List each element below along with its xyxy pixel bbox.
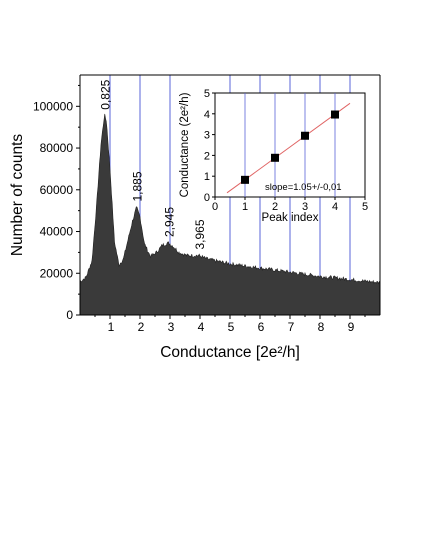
inset-y-tick-label-5: 5 bbox=[204, 88, 210, 100]
x-tick-label-3: 4 bbox=[198, 320, 205, 334]
peak-label-3: 2,945 bbox=[162, 207, 176, 237]
inset-point-3 bbox=[301, 131, 309, 140]
inset-chart: 0 1 2 3 4 5 0 1 2 3 4 5 slope=1.05+/-0,01 Peak inde… bbox=[179, 88, 368, 224]
main-ticks: 0 20000 40000 60000 80000 100000 1 2 3 4 5 6 7 8 9 bbox=[33, 84, 366, 334]
y-axis-label: Number of counts bbox=[9, 134, 26, 257]
inset-x-axis-label: Peak index bbox=[262, 212, 319, 224]
x-axis-label: Conductance [2e²/h] bbox=[160, 344, 300, 361]
y-tick-label-2: 40000 bbox=[40, 225, 74, 239]
inset-x-tick-label-4: 4 bbox=[332, 201, 338, 213]
x-tick-label-2: 3 bbox=[168, 320, 175, 334]
peak-labels: 0,825 1,885 2,945 3,965 bbox=[99, 79, 207, 249]
inset-points bbox=[241, 110, 339, 184]
y-tick-label-0: 0 bbox=[66, 308, 73, 322]
inset-y-tick-label-4: 4 bbox=[204, 109, 210, 121]
inset-ticks: 0 1 2 3 4 5 0 1 2 3 4 5 bbox=[204, 88, 368, 213]
inset-x-tick-label-2: 2 bbox=[272, 201, 278, 213]
inset-y-tick-label-2: 2 bbox=[204, 150, 210, 162]
histogram-area bbox=[79, 113, 381, 316]
peak-label-4: 3,965 bbox=[193, 219, 207, 249]
x-tick-label-0: 1 bbox=[108, 320, 115, 334]
peak-label-2: 1,885 bbox=[131, 171, 145, 201]
inset-x-tick-label-1: 1 bbox=[242, 201, 248, 213]
slope-annotation: slope=1.05+/-0,01 bbox=[265, 182, 342, 193]
x-tick-label-8: 9 bbox=[348, 320, 355, 334]
x-tick-label-7: 8 bbox=[318, 320, 325, 334]
main-chart: 0 20000 40000 60000 80000 100000 1 2 3 4 5 6 7 8 9 0,8… bbox=[9, 74, 381, 361]
x-tick-label-6: 7 bbox=[288, 320, 295, 334]
inset-point-1 bbox=[241, 175, 249, 184]
inset-reference-lines bbox=[244, 93, 336, 197]
x-tick-label-5: 6 bbox=[258, 320, 265, 334]
y-tick-label-5: 100000 bbox=[33, 99, 73, 113]
inset-x-tick-label-0: 0 bbox=[212, 201, 218, 213]
inset-y-tick-label-3: 3 bbox=[204, 130, 210, 142]
y-tick-label-1: 20000 bbox=[40, 266, 74, 280]
inset-point-4 bbox=[331, 110, 339, 119]
inset-x-tick-label-5: 5 bbox=[362, 201, 368, 213]
inset-point-2 bbox=[271, 153, 279, 162]
inset-y-axis-label: Conductance (2e²/h) bbox=[179, 92, 191, 197]
x-tick-label-4: 5 bbox=[228, 320, 235, 334]
x-tick-label-1: 2 bbox=[138, 320, 145, 334]
inset-y-tick-label-0: 0 bbox=[204, 192, 210, 204]
inset-x-tick-label-3: 3 bbox=[302, 201, 308, 213]
peak-label-1: 0,825 bbox=[99, 79, 113, 109]
inset-y-tick-label-1: 1 bbox=[204, 171, 210, 183]
y-tick-label-4: 80000 bbox=[40, 141, 74, 155]
y-tick-label-3: 60000 bbox=[40, 183, 74, 197]
